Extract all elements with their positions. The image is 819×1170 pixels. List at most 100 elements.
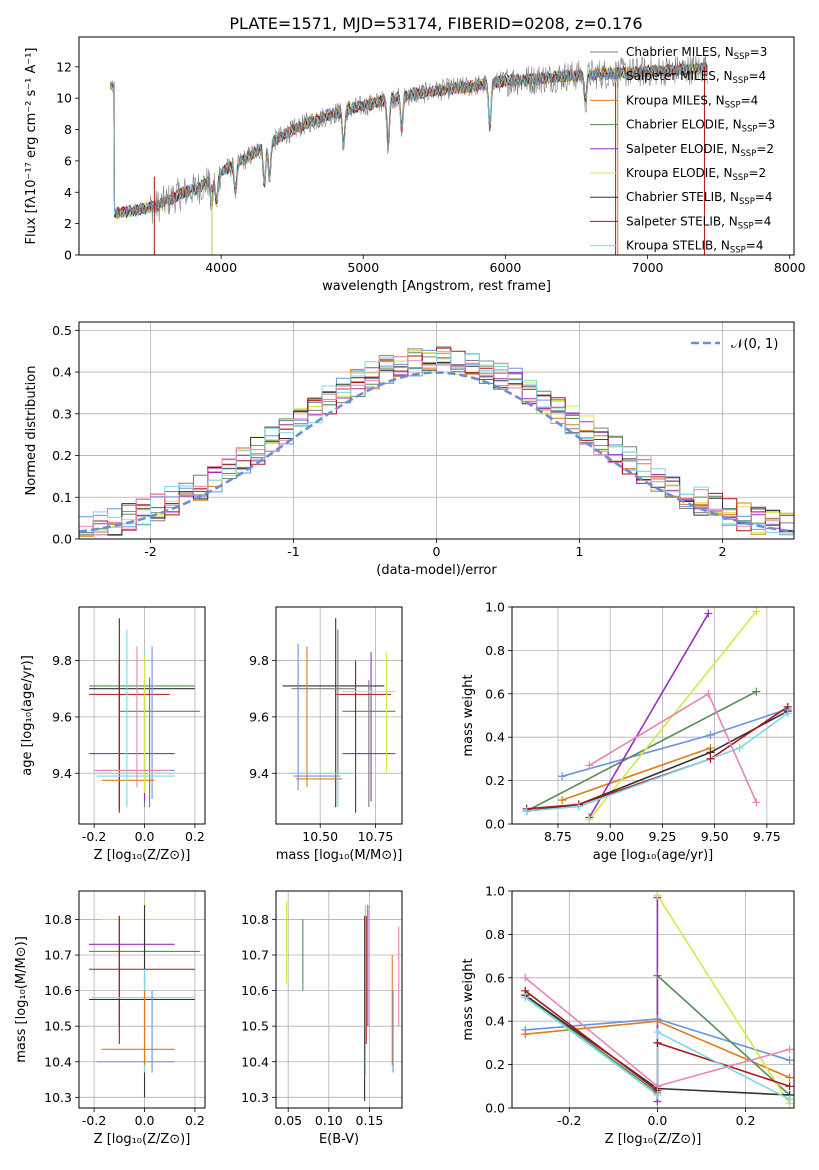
x-tick-label: 10.50 <box>302 829 338 844</box>
x-tick-label: 0.10 <box>315 1113 343 1128</box>
data-point-marker <box>704 689 713 698</box>
x-tick-label: 0.2 <box>185 829 205 844</box>
data-point-marker <box>735 744 744 753</box>
data-point-marker <box>653 1017 662 1026</box>
data-point-marker <box>585 761 594 770</box>
y-tick-label: 0.6 <box>485 970 505 985</box>
y-tick-label: 0 <box>64 248 72 263</box>
data-point-marker <box>521 993 530 1002</box>
figure-title: PLATE=1571, MJD=53174, FIBERID=0208, z=0… <box>229 14 642 33</box>
plot-area <box>79 346 794 537</box>
y-tick-label: 10.3 <box>241 1090 269 1105</box>
y-axis-label: Flux [fλ10⁻¹⁷ erg cm⁻² s⁻¹ A⁻¹] <box>24 48 39 245</box>
y-tick-label: 0.0 <box>485 1101 505 1116</box>
y-axis-label: mass weight <box>461 958 476 1040</box>
observed-spectrum <box>110 54 708 224</box>
plot-area <box>89 901 200 1098</box>
series-line <box>526 690 757 812</box>
axes-frame <box>275 606 403 825</box>
y-tick-label: 10.6 <box>44 983 72 998</box>
y-tick-label: 9.8 <box>249 653 269 668</box>
y-tick-label: 4 <box>64 185 72 200</box>
legend-label: Salpeter MILES, NSSP=4 <box>626 69 766 86</box>
y-axis-label: mass weight <box>461 674 476 756</box>
x-axis-label: mass [log₁₀(M/M⊙)] <box>276 848 403 863</box>
axes-frame <box>275 890 403 1109</box>
x-tick-label: 4000 <box>205 260 237 275</box>
y-tick-label: 0.4 <box>485 1014 505 1029</box>
x-tick-label: 0.0 <box>647 1113 667 1128</box>
data-point-marker <box>558 796 567 805</box>
y-tick-label: 10.6 <box>241 983 269 998</box>
y-tick-label: 10.4 <box>44 1054 72 1069</box>
y-tick-label: 12 <box>56 59 72 74</box>
x-tick-label: 1 <box>576 544 584 559</box>
histogram-step <box>79 351 794 536</box>
x-axis-label: age [log₁₀(age/yr)] <box>593 848 714 863</box>
legend-label: Salpeter STELIB, NSSP=4 <box>626 214 771 231</box>
data-point-marker <box>653 1038 662 1047</box>
x-axis-label: Z [log₁₀(Z/Z⊙)] <box>605 1132 702 1147</box>
axes-frame <box>511 606 795 825</box>
x-axis-label: Z [log₁₀(Z/Z⊙)] <box>94 1132 191 1147</box>
legend-label: Salpeter ELODIE, NSSP=2 <box>626 142 774 159</box>
series-line <box>526 710 789 812</box>
y-tick-label: 8 <box>64 122 72 137</box>
y-tick-label: 9.6 <box>52 709 72 724</box>
data-point-marker <box>785 1095 794 1104</box>
series-line <box>526 706 789 810</box>
data-point-marker <box>783 709 792 718</box>
x-tick-label: 8000 <box>774 260 806 275</box>
legend-label: Chabrier ELODIE, NSSP=3 <box>626 118 775 135</box>
x-axis-label: (data-model)/error <box>376 563 497 578</box>
x-tick-label: 9.75 <box>753 829 781 844</box>
x-tick-label: -0.2 <box>82 829 106 844</box>
data-point-marker <box>785 1045 794 1054</box>
data-point-marker <box>785 1082 794 1091</box>
x-tick-label: 9.25 <box>648 829 676 844</box>
data-point-marker <box>653 1082 662 1091</box>
y-tick-label: 10.5 <box>44 1019 72 1034</box>
y-tick-label: 0.6 <box>485 686 505 701</box>
data-point-marker <box>653 1028 662 1037</box>
y-tick-label: 1.0 <box>485 884 505 899</box>
series-line <box>524 996 790 1101</box>
y-tick-label: 0.8 <box>485 927 505 942</box>
x-tick-label: 2 <box>719 544 727 559</box>
x-axis-label: wavelength [Angstrom, rest frame] <box>322 279 551 294</box>
y-tick-label: 0.2 <box>485 1057 505 1072</box>
y-tick-label: 0.2 <box>485 773 505 788</box>
legend-label: Kroupa MILES, NSSP=4 <box>626 93 758 110</box>
plot-area <box>286 901 400 1101</box>
y-tick-label: 0.2 <box>52 448 72 463</box>
y-tick-label: 10 <box>56 91 72 106</box>
legend-label: Kroupa ELODIE, NSSP=2 <box>626 166 766 183</box>
data-point-marker <box>785 1056 794 1065</box>
panel-age_vs_mass: 10.50 10.75 9.4 9.6 9.8 mass [log₁₀(M/M⊙)] <box>249 606 403 863</box>
y-tick-label: 0.3 <box>52 406 72 421</box>
series-line <box>588 692 758 803</box>
panel-age_vs_Z: -0.2 0.0 0.2 9.4 9.6 9.8 Z [log₁₀(Z/Z⊙)] age [l… <box>20 606 206 863</box>
series-line <box>561 747 711 801</box>
data-point-marker <box>574 802 583 811</box>
panel-residuals: 𝒩(0, 1) -2 -1 0 1 2 0.0 0.1 0.2 0.3 0.4 0.5 (data-mo… <box>24 321 795 578</box>
axes-frame <box>78 36 795 256</box>
x-tick-label: -2 <box>144 544 156 559</box>
x-tick-label: -0.2 <box>82 1113 106 1128</box>
data-point-marker <box>522 806 531 815</box>
y-tick-label: 9.8 <box>52 653 72 668</box>
data-point-marker <box>585 815 594 824</box>
y-tick-label: 0.4 <box>485 730 505 745</box>
y-tick-label: 10.7 <box>241 948 269 963</box>
x-axis-label: E(B-V) <box>319 1132 359 1147</box>
panel-weight_vs_Z: -0.2 0.0 0.2 0.0 0.2 0.4 0.6 0.8 1.0 Z [log₁₀(Z/Z… <box>461 884 795 1147</box>
x-tick-label: 0.0 <box>135 1113 155 1128</box>
data-point-marker <box>521 973 530 982</box>
x-tick-label: 0.05 <box>274 1113 302 1128</box>
data-point-marker <box>521 1030 530 1039</box>
data-point-marker <box>706 754 715 763</box>
y-axis-label: Normed distribution <box>24 366 39 496</box>
axes-frame <box>78 890 206 1109</box>
panel-weight_vs_age: 8.75 9.00 9.25 9.50 9.75 0.0 0.2 0.4 0.6 0.8 1.0 ag… <box>461 600 795 863</box>
